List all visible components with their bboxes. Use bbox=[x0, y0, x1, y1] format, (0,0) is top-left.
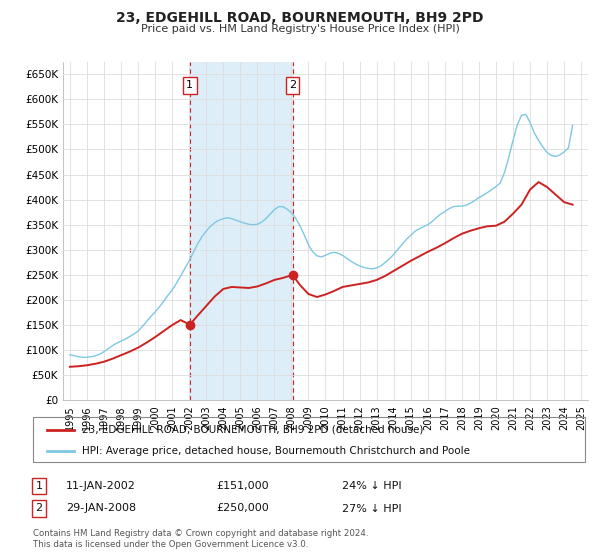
Text: £151,000: £151,000 bbox=[216, 481, 269, 491]
Text: 1: 1 bbox=[35, 481, 43, 491]
Text: 1: 1 bbox=[187, 80, 193, 90]
Text: 23, EDGEHILL ROAD, BOURNEMOUTH, BH9 2PD (detached house): 23, EDGEHILL ROAD, BOURNEMOUTH, BH9 2PD … bbox=[82, 424, 423, 435]
Text: 24% ↓ HPI: 24% ↓ HPI bbox=[342, 481, 401, 491]
Bar bbox=[190, 62, 293, 400]
Text: Contains HM Land Registry data © Crown copyright and database right 2024.: Contains HM Land Registry data © Crown c… bbox=[33, 529, 368, 538]
Text: 29-JAN-2008: 29-JAN-2008 bbox=[66, 503, 136, 514]
Text: 27% ↓ HPI: 27% ↓ HPI bbox=[342, 503, 401, 514]
Text: 2: 2 bbox=[35, 503, 43, 514]
Text: 2: 2 bbox=[289, 80, 296, 90]
Text: 11-JAN-2002: 11-JAN-2002 bbox=[66, 481, 136, 491]
Text: £250,000: £250,000 bbox=[216, 503, 269, 514]
Text: Price paid vs. HM Land Registry's House Price Index (HPI): Price paid vs. HM Land Registry's House … bbox=[140, 24, 460, 34]
Text: This data is licensed under the Open Government Licence v3.0.: This data is licensed under the Open Gov… bbox=[33, 540, 308, 549]
Text: HPI: Average price, detached house, Bournemouth Christchurch and Poole: HPI: Average price, detached house, Bour… bbox=[82, 446, 470, 456]
Text: 23, EDGEHILL ROAD, BOURNEMOUTH, BH9 2PD: 23, EDGEHILL ROAD, BOURNEMOUTH, BH9 2PD bbox=[116, 11, 484, 25]
